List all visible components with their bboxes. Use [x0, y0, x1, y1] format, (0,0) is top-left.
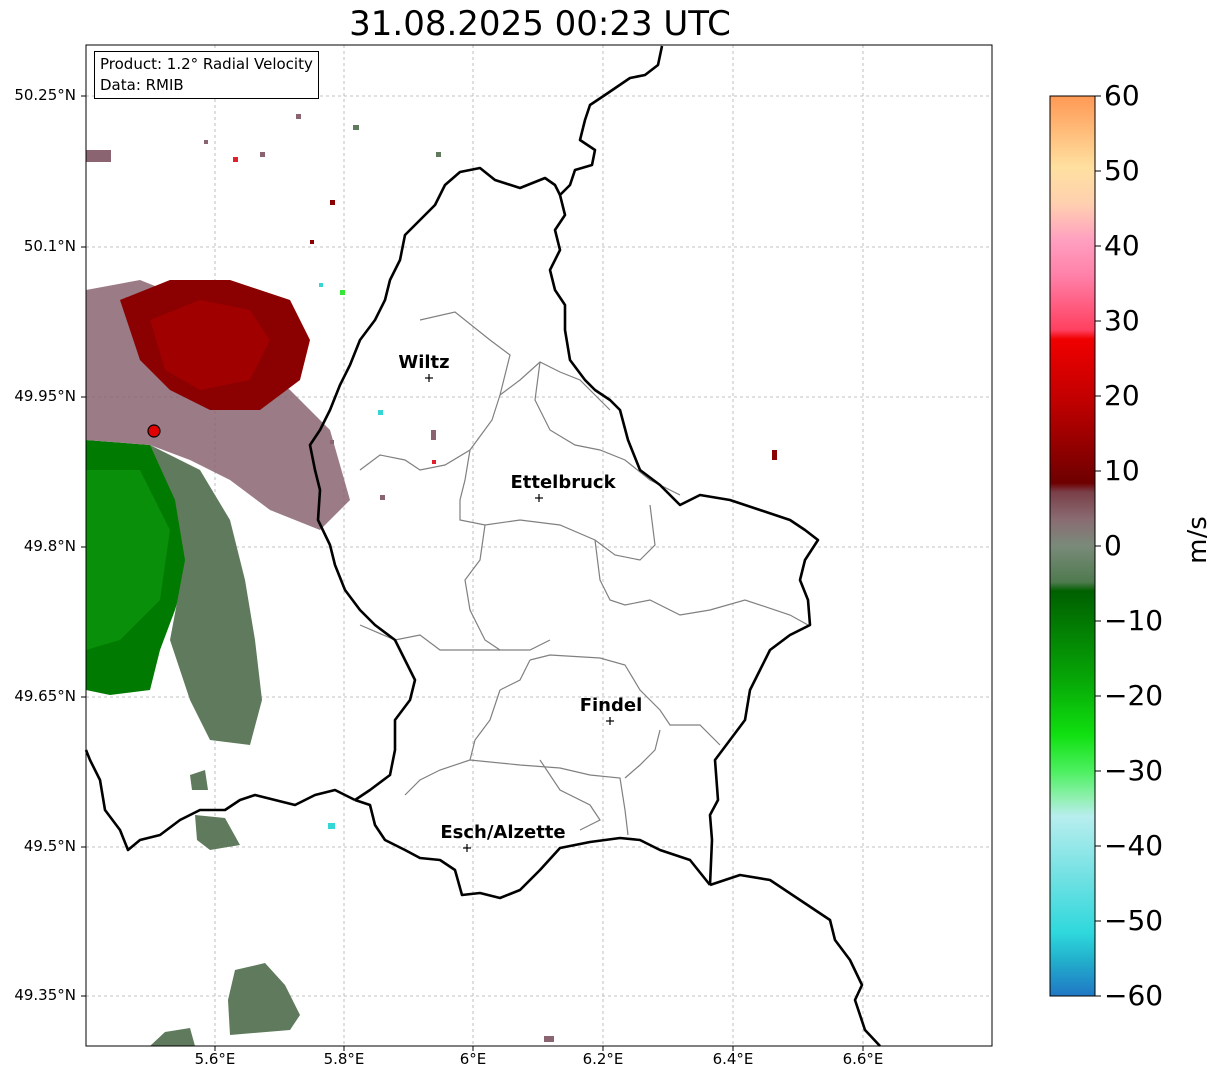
colorbar-tick-label: 10 — [1104, 454, 1140, 487]
lon-label: 6.2°E — [582, 1050, 624, 1068]
colorbar-tick-label: −10 — [1104, 604, 1164, 637]
lat-label: 49.65°N — [14, 687, 76, 705]
radar-site-marker — [147, 424, 161, 438]
lon-label: 5.6°E — [194, 1050, 236, 1068]
colorbar-tick-label: 30 — [1104, 304, 1140, 337]
lon-label: 6.6°E — [842, 1050, 884, 1068]
lon-label: 5.8°E — [323, 1050, 365, 1068]
colorbar-tick-label: −20 — [1104, 679, 1164, 712]
colorbar-tick-label: 40 — [1104, 229, 1140, 262]
lat-label: 49.5°N — [23, 837, 76, 855]
colorbar-tick-label: 60 — [1104, 79, 1140, 112]
lat-label: 49.95°N — [14, 387, 76, 405]
product-label: Product: 1.2° Radial Velocity — [100, 55, 313, 73]
city-marker-wiltz: Wiltz — [398, 352, 450, 382]
lat-label: 49.8°N — [23, 537, 76, 555]
colorbar-tick-label: 0 — [1104, 529, 1122, 562]
lat-label: 50.1°N — [23, 237, 76, 255]
city-marker-esch: Esch/Alzette — [440, 822, 566, 852]
city-markers: Wiltz Ettelbruck Findel Esch/Alzette — [398, 352, 642, 852]
map-border — [85, 44, 993, 1047]
map-title: 31.08.2025 00:23 UTC — [349, 4, 731, 44]
map-frame — [86, 45, 992, 1046]
colorbar-unit-label: m/s — [1183, 516, 1207, 564]
colorbar-tick-label: −50 — [1104, 904, 1164, 937]
lat-label: 49.35°N — [14, 986, 76, 1004]
colorbar-tick-label: −60 — [1104, 979, 1164, 1012]
lon-label: 6°E — [459, 1050, 487, 1068]
city-label-ettelbruck: Ettelbruck — [510, 472, 616, 493]
city-label-wiltz: Wiltz — [398, 352, 449, 373]
colorbar-gradient — [1049, 95, 1096, 997]
city-marker-findel: Findel — [580, 695, 643, 725]
colorbar-tick-label: −30 — [1104, 754, 1164, 787]
city-label-esch-alzette: Esch/Alzette — [440, 822, 565, 843]
colorbar — [1049, 95, 1101, 997]
colorbar-tick-label: −40 — [1104, 829, 1164, 862]
lon-label: 6.4°E — [712, 1050, 754, 1068]
colorbar-tick-label: 20 — [1104, 379, 1140, 412]
lat-label: 50.25°N — [14, 86, 76, 104]
axis-ticks — [81, 95, 864, 1051]
colorbar-tick-label: 50 — [1104, 154, 1140, 187]
data-source-label: Data: RMIB — [100, 76, 184, 94]
canton-borders — [359, 311, 809, 836]
city-marker-ettelbruck: Ettelbruck — [510, 472, 617, 502]
product-info-box: Product: 1.2° Radial Velocity Data: RMIB — [94, 51, 319, 99]
radar-echoes — [86, 114, 777, 1046]
country-borders — [84, 45, 881, 1047]
city-label-findel: Findel — [580, 695, 643, 716]
